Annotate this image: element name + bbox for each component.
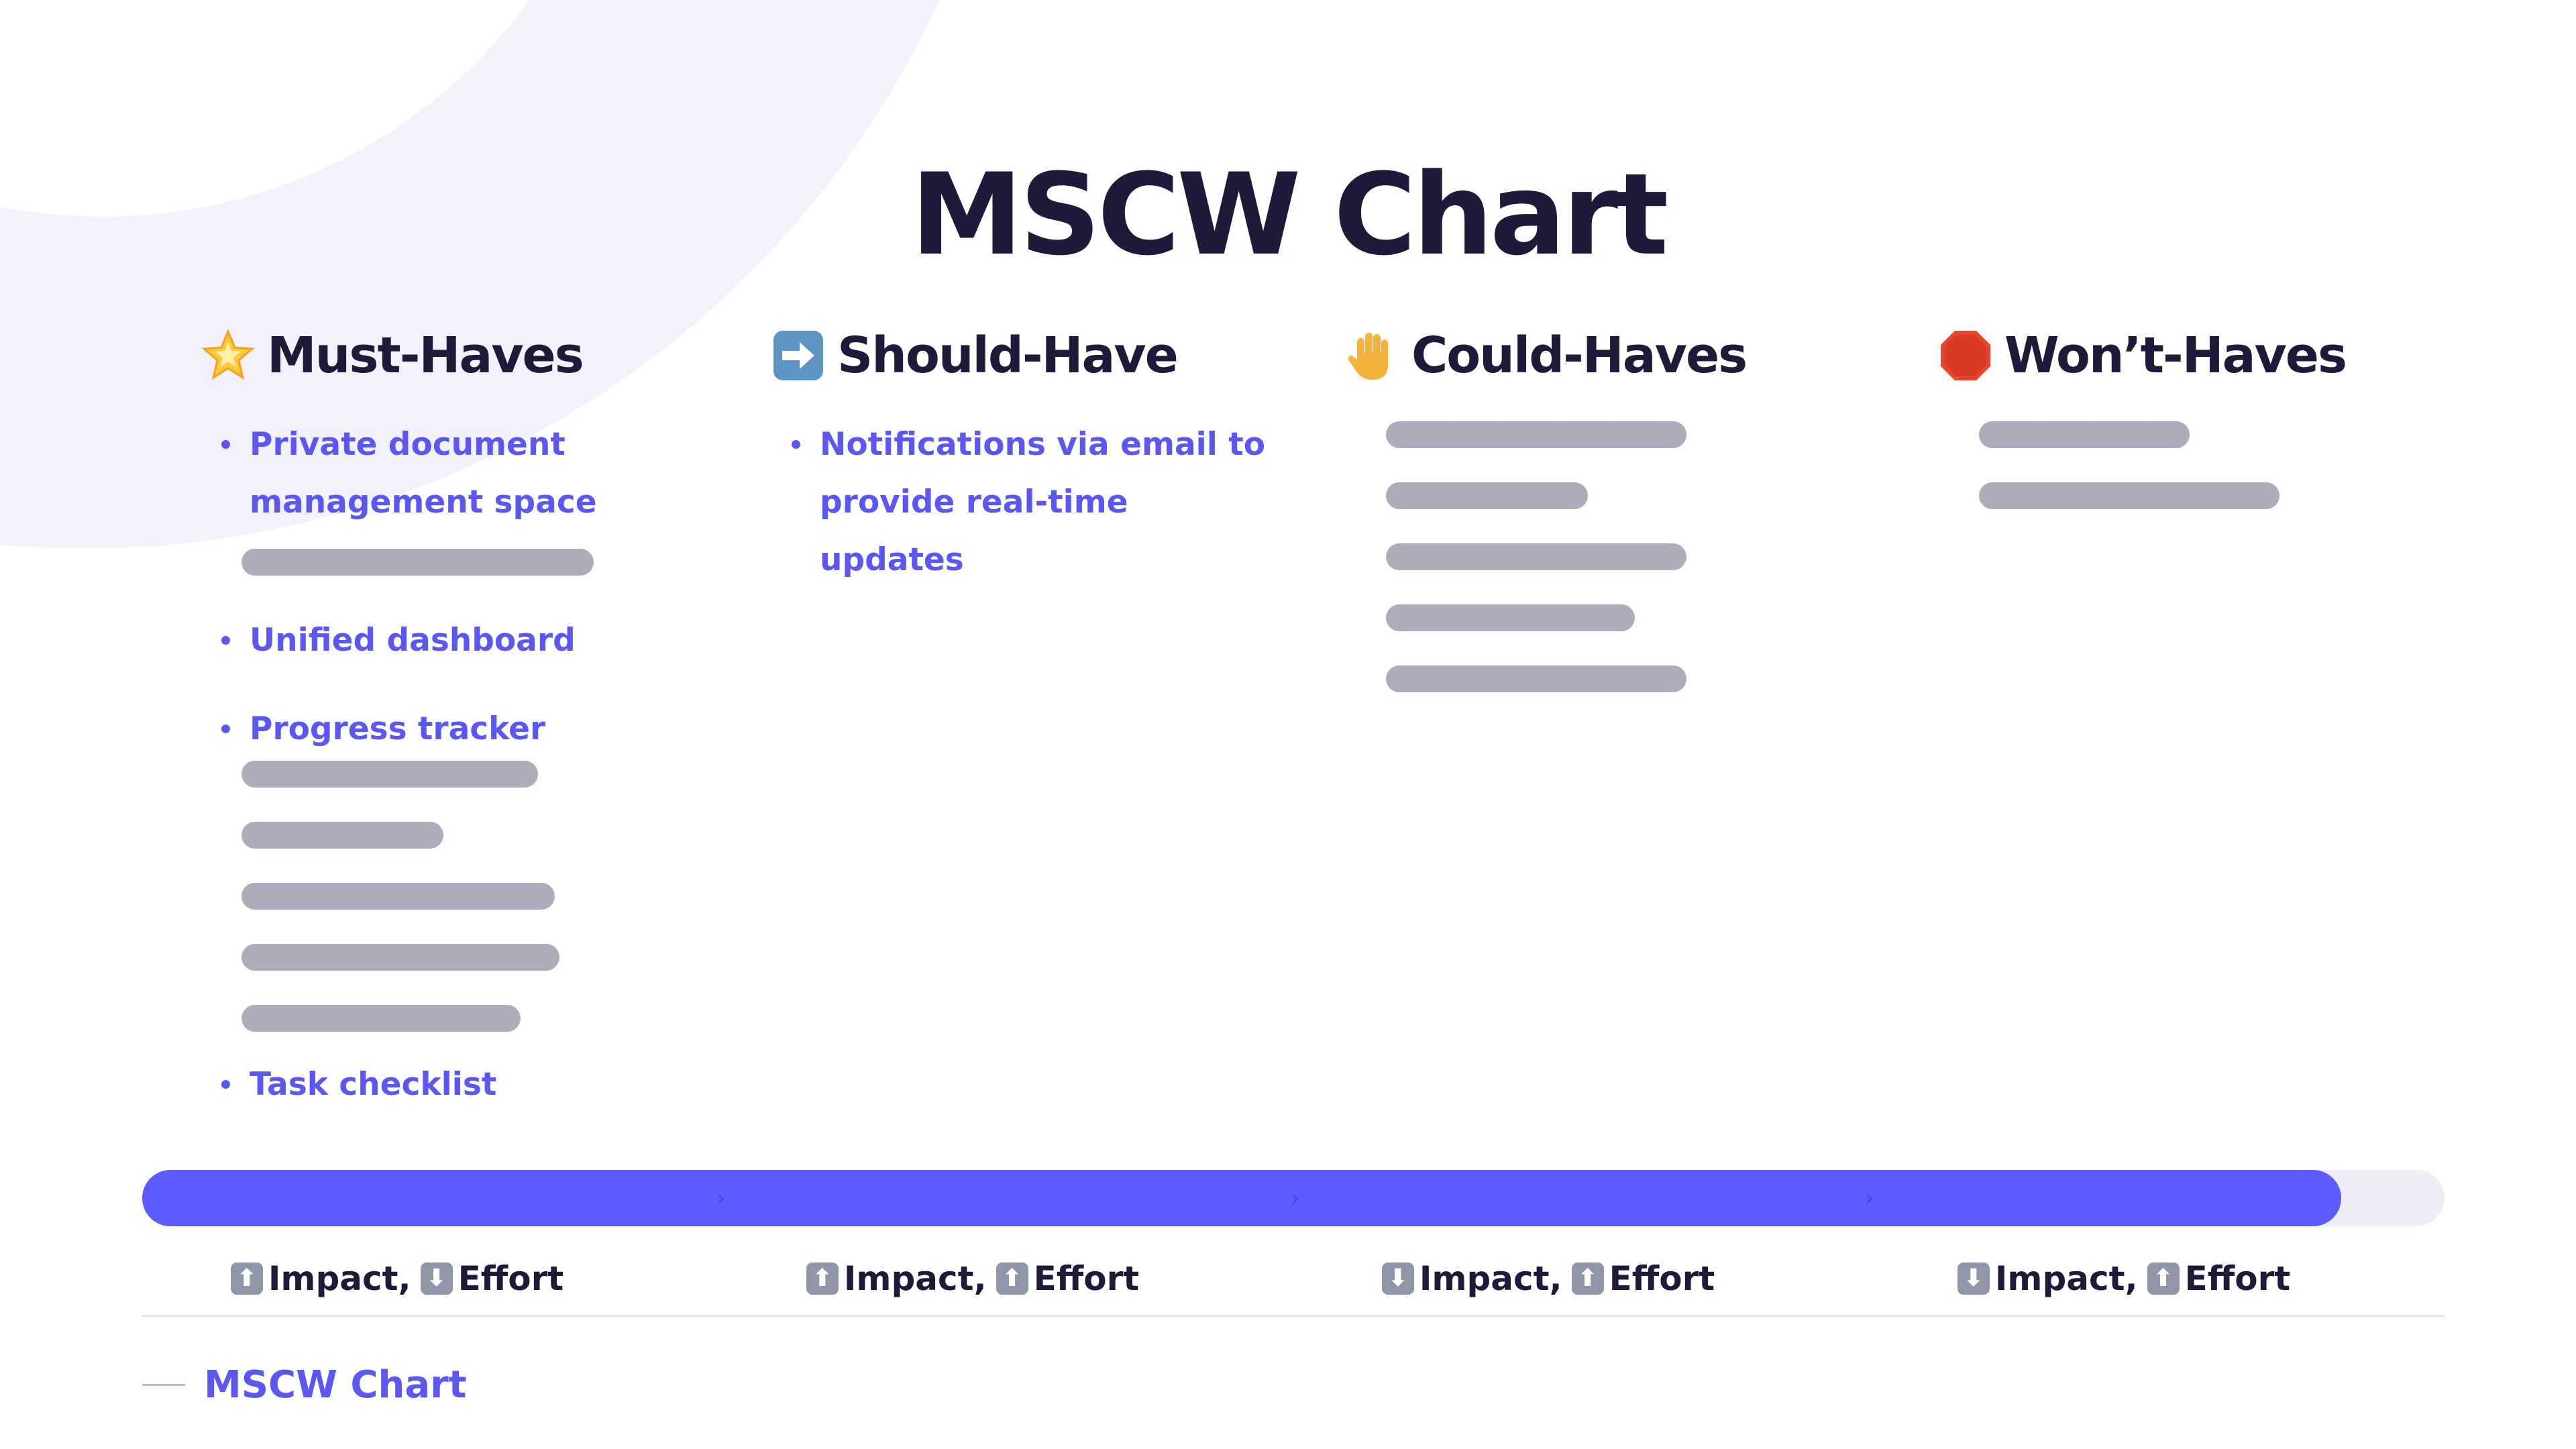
column-items: Private document management space Unifie… (201, 416, 724, 1114)
chevron-right-icon: › (1291, 1185, 1300, 1212)
footer: MSCW Chart (142, 1363, 467, 1407)
impact-arrow-icon: ⬆ (806, 1263, 839, 1295)
column-items: Notifications via email to provide real-… (771, 416, 1295, 589)
impact-effort-label: ⬆ Impact, ⬇ Effort (142, 1252, 652, 1305)
placeholder-bar (241, 549, 594, 576)
progress-fill (142, 1170, 2341, 1226)
right-arrow-icon (771, 329, 825, 382)
list-item: Progress tracker (201, 700, 724, 758)
placeholder-bar (1386, 543, 1686, 570)
placeholder-bar (1386, 604, 1635, 631)
column-items (1939, 421, 2462, 509)
footer-label: MSCW Chart (204, 1363, 467, 1407)
effort-arrow-icon: ⬆ (2147, 1263, 2180, 1295)
column-wont-haves: Won’t-Haves (1939, 319, 2462, 509)
placeholder-bar (1979, 421, 2190, 448)
list-item: Private document management space (201, 416, 665, 531)
column-must-haves: Must-Haves Private document management s… (201, 319, 724, 1114)
footer-divider (142, 1315, 2445, 1317)
column-should-have: Should-Have Notifications via email to p… (771, 319, 1295, 589)
footer-dash (142, 1384, 185, 1386)
column-title: Won’t-Haves (2004, 327, 2347, 384)
list-item: Task checklist (201, 1056, 724, 1114)
glowing-star-icon (201, 329, 255, 382)
column-header: Must-Haves (201, 319, 724, 392)
impact-effort-label: ⬆ Impact, ⬆ Effort (718, 1252, 1228, 1305)
placeholder-bar (241, 822, 443, 849)
placeholder-bar (1386, 482, 1588, 509)
effort-arrow-icon: ⬆ (1571, 1263, 1604, 1295)
placeholder-bar (241, 761, 538, 788)
placeholder-bar (1386, 665, 1686, 692)
stop-sign-icon (1939, 329, 1992, 382)
placeholder-bar (1386, 421, 1686, 448)
placeholder-bar (241, 883, 555, 910)
column-header: Should-Have (771, 319, 1295, 392)
column-items (1346, 421, 1869, 692)
impact-arrow-icon: ⬆ (230, 1263, 263, 1295)
chevron-right-icon: › (716, 1185, 726, 1212)
impact-arrow-icon: ⬇ (1957, 1263, 1990, 1295)
effort-arrow-icon: ⬇ (420, 1263, 453, 1295)
placeholder-bar (241, 1005, 521, 1032)
impact-effort-label: ⬇ Impact, ⬆ Effort (1869, 1252, 2379, 1305)
column-title: Could-Haves (1411, 327, 1748, 384)
column-title: Should-Have (837, 327, 1179, 384)
list-item: Notifications via email to provide real-… (771, 416, 1276, 589)
column-could-haves: Could-Haves (1346, 319, 1869, 692)
column-header: Won’t-Haves (1939, 319, 2462, 392)
column-header: Could-Haves (1346, 319, 1869, 392)
list-item: Unified dashboard (201, 612, 724, 669)
effort-arrow-icon: ⬆ (996, 1263, 1028, 1295)
column-title: Must-Haves (267, 327, 584, 384)
impact-arrow-icon: ⬇ (1381, 1263, 1414, 1295)
impact-effort-label: ⬇ Impact, ⬆ Effort (1293, 1252, 1803, 1305)
page-title: MSCW Chart (910, 149, 1669, 280)
chevron-right-icon: › (1865, 1185, 1874, 1212)
raised-hand-icon (1346, 329, 1399, 382)
placeholder-bar (241, 944, 559, 971)
placeholder-bar (1979, 482, 2279, 509)
progress-track: › › › (142, 1170, 2445, 1226)
